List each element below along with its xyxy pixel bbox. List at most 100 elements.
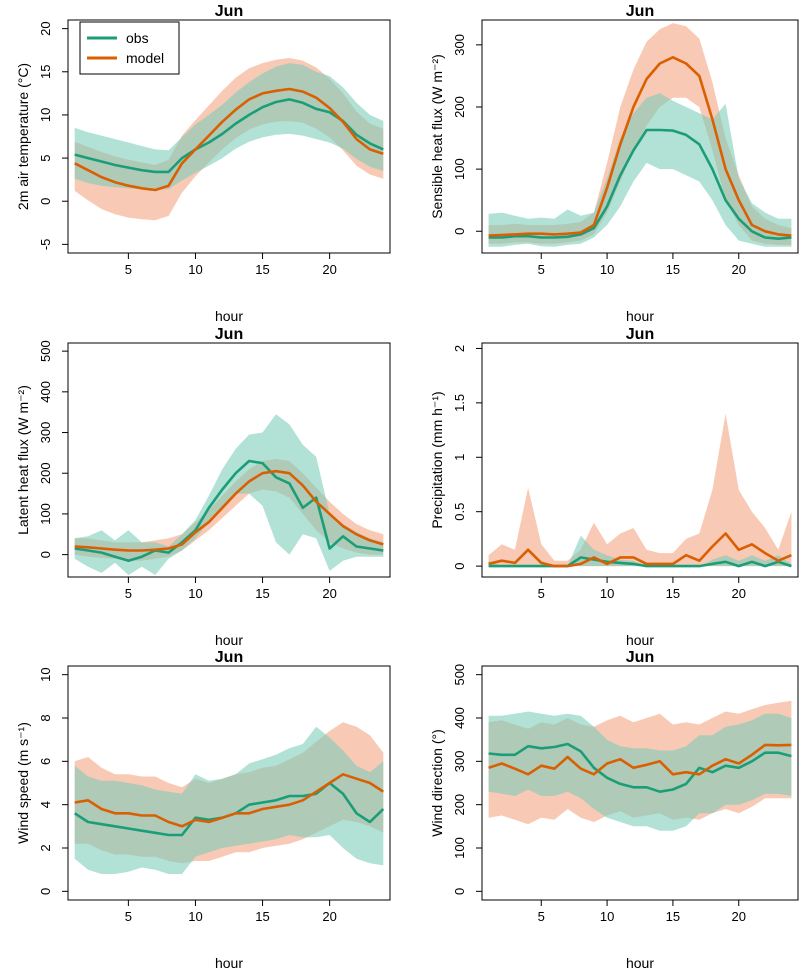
x-tick-label: 15 xyxy=(666,909,680,924)
panel-wind-speed: Jun 5 10 15 20 0 2 4 6 8 10 hour Wind speed (m s⁻¹) xyxy=(15,649,391,971)
plot-frame xyxy=(481,665,799,901)
obs-line xyxy=(488,128,792,240)
x-tick-label: 5 xyxy=(538,586,545,601)
model-line xyxy=(74,469,384,552)
y-tick-label: 6 xyxy=(38,758,53,765)
x-tick-label: 10 xyxy=(600,909,614,924)
x-tick-label: 5 xyxy=(538,909,545,924)
y-tick-label: 0 xyxy=(38,198,53,205)
plot-frame xyxy=(481,19,799,254)
y-tick-label: 1 xyxy=(452,454,467,461)
legend: obs model xyxy=(79,21,180,75)
x-tick-label: 5 xyxy=(125,586,132,601)
y-axis-label: 2m air temperature (°C) xyxy=(15,63,31,210)
x-tick-label: 20 xyxy=(322,262,336,277)
model-line xyxy=(488,743,792,776)
x-tick-label: 10 xyxy=(188,262,202,277)
legend-obs-label: obs xyxy=(126,30,149,46)
y-tick-label: 0 xyxy=(452,228,467,235)
panel-title: Jun xyxy=(215,649,243,666)
x-tick-label: 10 xyxy=(600,262,614,277)
y-tick-label: 300 xyxy=(452,34,467,56)
x-tick-label: 5 xyxy=(538,262,545,277)
panel-title: Jun xyxy=(215,326,243,343)
y-tick-label: 2 xyxy=(452,345,467,352)
y-tick-label: 500 xyxy=(452,664,467,686)
y-tick-label: 400 xyxy=(38,381,53,403)
obs-line xyxy=(74,459,384,563)
x-axis-label: hour xyxy=(215,308,243,324)
model-range-band xyxy=(488,413,792,567)
x-axis-label: hour xyxy=(215,955,243,971)
x-axis-label: hour xyxy=(215,632,243,648)
y-tick-label: 15 xyxy=(38,65,53,79)
x-tick-label: 5 xyxy=(125,262,132,277)
y-tick-label: 0 xyxy=(38,551,53,558)
y-tick-label: 400 xyxy=(452,707,467,729)
plot-frame xyxy=(67,342,391,578)
obs-range-band xyxy=(74,414,384,575)
obs-line xyxy=(488,556,792,568)
plot-frame xyxy=(67,19,391,254)
obs-line xyxy=(488,742,792,794)
panel-air-temperature: Jun 5 10 15 20 -5 0 5 10 15 20 hour 2m air temperatu… xyxy=(15,3,391,324)
x-tick-label: 20 xyxy=(732,909,746,924)
panel-title: Jun xyxy=(626,649,654,666)
model-line xyxy=(488,55,792,237)
y-tick-label: 200 xyxy=(452,96,467,118)
plot-frame xyxy=(481,342,799,578)
y-tick-label: 0 xyxy=(452,562,467,569)
x-tick-label: 20 xyxy=(732,262,746,277)
obs-range-band xyxy=(488,711,792,831)
y-tick-label: 2 xyxy=(38,844,53,851)
y-axis-label: Wind direction (°) xyxy=(429,729,445,837)
x-tick-label: 5 xyxy=(125,909,132,924)
y-axis-label: Precipitation (mm h⁻¹) xyxy=(429,391,445,528)
x-tick-label: 15 xyxy=(666,586,680,601)
x-tick-label: 10 xyxy=(188,909,202,924)
y-axis-label: Latent heat flux (W m⁻²) xyxy=(15,385,31,535)
x-axis-label: hour xyxy=(626,632,654,648)
x-axis-label: hour xyxy=(626,955,654,971)
x-tick-label: 20 xyxy=(732,586,746,601)
y-tick-label: 200 xyxy=(38,462,53,484)
obs-range-band xyxy=(74,63,384,190)
x-tick-label: 15 xyxy=(666,262,680,277)
model-line xyxy=(74,772,385,828)
y-tick-label: -5 xyxy=(38,239,53,251)
y-tick-label: 500 xyxy=(38,340,53,362)
x-tick-label: 15 xyxy=(255,909,269,924)
y-axis-label: Wind speed (m s⁻¹) xyxy=(15,722,31,844)
panel-title: Jun xyxy=(626,326,654,343)
y-tick-label: 100 xyxy=(452,837,467,859)
obs-line xyxy=(74,98,384,174)
panel-precipitation: Jun 5 10 15 20 0 0.5 1 1.5 2 hour Precipitation (mm… xyxy=(429,326,799,648)
y-tick-label: 0.5 xyxy=(452,503,467,521)
y-tick-label: 300 xyxy=(452,750,467,772)
x-tick-label: 15 xyxy=(255,586,269,601)
legend-box xyxy=(79,21,180,75)
y-tick-label: 5 xyxy=(38,154,53,161)
obs-range-band xyxy=(488,535,792,567)
obs-range-band xyxy=(74,726,384,874)
x-tick-label: 10 xyxy=(188,586,202,601)
y-tick-label: 8 xyxy=(38,714,53,721)
panel-title: Jun xyxy=(626,3,654,20)
x-tick-label: 10 xyxy=(600,586,614,601)
model-line xyxy=(488,532,792,568)
y-tick-label: 4 xyxy=(38,801,53,808)
y-tick-label: 100 xyxy=(38,503,53,525)
x-axis-label: hour xyxy=(626,308,654,324)
obs-range-band xyxy=(488,93,792,247)
y-axis-label: Sensible heat flux (W m⁻²) xyxy=(429,54,445,219)
legend-model-label: model xyxy=(126,50,164,66)
plot-frame xyxy=(67,665,391,901)
model-line xyxy=(74,87,384,192)
y-tick-label: 0 xyxy=(38,888,53,895)
y-tick-label: 0 xyxy=(452,888,467,895)
panel-title: Jun xyxy=(215,3,243,20)
y-tick-label: 10 xyxy=(38,667,53,681)
